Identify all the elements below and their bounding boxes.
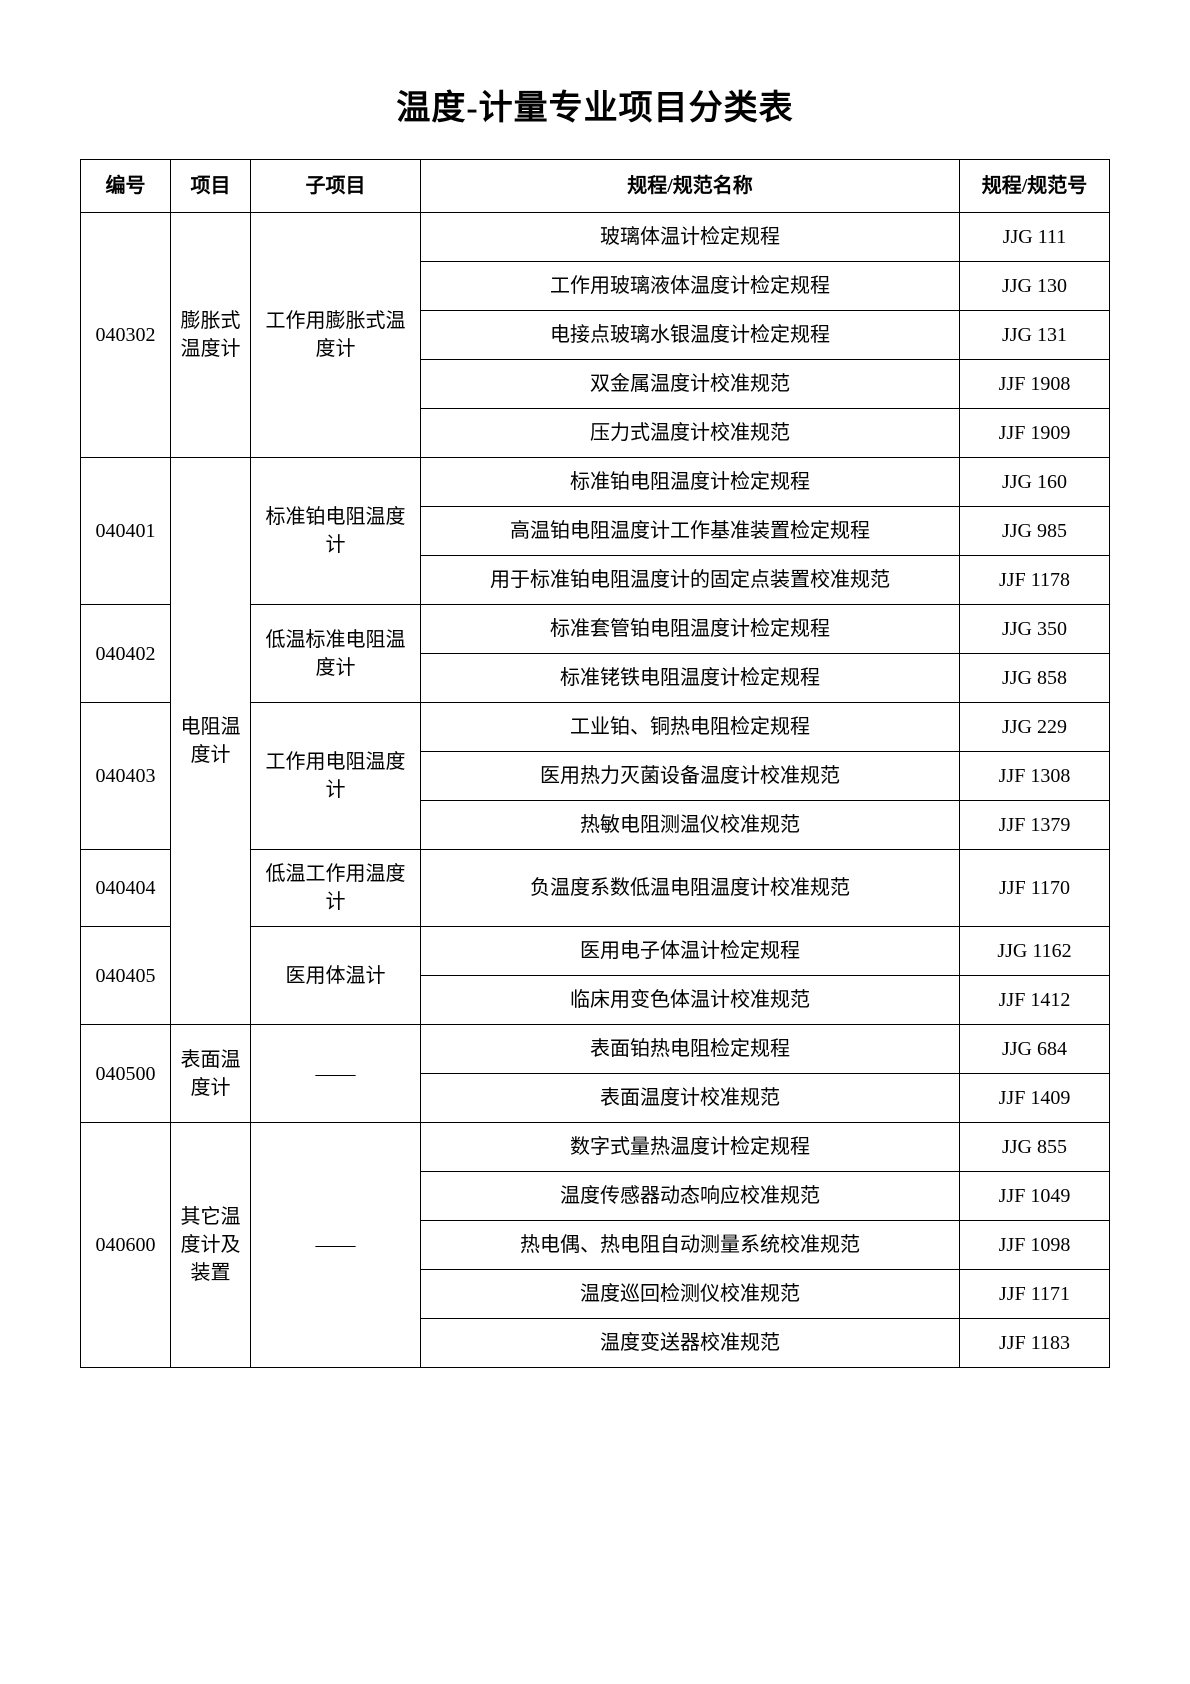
cell-num: JJF 1098 (960, 1221, 1110, 1270)
cell-num: JJF 1909 (960, 409, 1110, 458)
cell-code: 040403 (81, 703, 171, 850)
table-row: 040600 其它温度计及装置 —— 数字式量热温度计检定规程 JJG 855 (81, 1123, 1110, 1172)
cell-project: 其它温度计及装置 (171, 1123, 251, 1368)
cell-num: JJF 1178 (960, 556, 1110, 605)
cell-num: JJF 1183 (960, 1319, 1110, 1368)
cell-code: 040302 (81, 213, 171, 458)
cell-name: 工作用玻璃液体温度计检定规程 (421, 262, 960, 311)
cell-code: 040600 (81, 1123, 171, 1368)
cell-sub: —— (251, 1025, 421, 1123)
cell-num: JJG 985 (960, 507, 1110, 556)
cell-num: JJF 1412 (960, 976, 1110, 1025)
cell-name: 玻璃体温计检定规程 (421, 213, 960, 262)
cell-name: 双金属温度计校准规范 (421, 360, 960, 409)
cell-project: 表面温度计 (171, 1025, 251, 1123)
cell-code: 040405 (81, 927, 171, 1025)
cell-num: JJG 858 (960, 654, 1110, 703)
cell-name: 温度传感器动态响应校准规范 (421, 1172, 960, 1221)
cell-name: 工业铂、铜热电阻检定规程 (421, 703, 960, 752)
page-container: 温度-计量专业项目分类表 编号 项目 子项目 规程/规范名称 规程/规范号 04… (80, 80, 1110, 1368)
cell-num: JJG 111 (960, 213, 1110, 262)
table-row: 040302 膨胀式温度计 工作用膨胀式温度计 玻璃体温计检定规程 JJG 11… (81, 213, 1110, 262)
table-row: 040500 表面温度计 —— 表面铂热电阻检定规程 JJG 684 (81, 1025, 1110, 1074)
cell-sub: 低温工作用温度计 (251, 850, 421, 927)
cell-project: 电阻温度计 (171, 458, 251, 1025)
cell-num: JJF 1379 (960, 801, 1110, 850)
cell-name: 电接点玻璃水银温度计检定规程 (421, 311, 960, 360)
cell-name: 热电偶、热电阻自动测量系统校准规范 (421, 1221, 960, 1270)
cell-name: 负温度系数低温电阻温度计校准规范 (421, 850, 960, 927)
cell-name: 用于标准铂电阻温度计的固定点装置校准规范 (421, 556, 960, 605)
cell-code: 040401 (81, 458, 171, 605)
cell-num: JJF 1171 (960, 1270, 1110, 1319)
cell-sub: 工作用电阻温度计 (251, 703, 421, 850)
header-num: 规程/规范号 (960, 160, 1110, 213)
cell-project: 膨胀式温度计 (171, 213, 251, 458)
header-code: 编号 (81, 160, 171, 213)
cell-name: 医用电子体温计检定规程 (421, 927, 960, 976)
cell-name: 数字式量热温度计检定规程 (421, 1123, 960, 1172)
cell-sub: 医用体温计 (251, 927, 421, 1025)
cell-num: JJF 1409 (960, 1074, 1110, 1123)
classification-table: 编号 项目 子项目 规程/规范名称 规程/规范号 040302 膨胀式温度计 工… (80, 159, 1110, 1368)
cell-name: 临床用变色体温计校准规范 (421, 976, 960, 1025)
table-body: 040302 膨胀式温度计 工作用膨胀式温度计 玻璃体温计检定规程 JJG 11… (81, 213, 1110, 1368)
cell-name: 热敏电阻测温仪校准规范 (421, 801, 960, 850)
cell-name: 温度巡回检测仪校准规范 (421, 1270, 960, 1319)
cell-code: 040402 (81, 605, 171, 703)
cell-sub: —— (251, 1123, 421, 1368)
page-title: 温度-计量专业项目分类表 (80, 80, 1110, 129)
cell-name: 标准铂电阻温度计检定规程 (421, 458, 960, 507)
cell-name: 表面铂热电阻检定规程 (421, 1025, 960, 1074)
cell-name: 高温铂电阻温度计工作基准装置检定规程 (421, 507, 960, 556)
cell-name: 表面温度计校准规范 (421, 1074, 960, 1123)
cell-name: 标准铑铁电阻温度计检定规程 (421, 654, 960, 703)
cell-name: 温度变送器校准规范 (421, 1319, 960, 1368)
cell-name: 医用热力灭菌设备温度计校准规范 (421, 752, 960, 801)
cell-num: JJG 130 (960, 262, 1110, 311)
cell-num: JJG 855 (960, 1123, 1110, 1172)
cell-code: 040500 (81, 1025, 171, 1123)
cell-num: JJG 160 (960, 458, 1110, 507)
cell-num: JJF 1170 (960, 850, 1110, 927)
cell-code: 040404 (81, 850, 171, 927)
cell-sub: 低温标准电阻温度计 (251, 605, 421, 703)
cell-num: JJG 350 (960, 605, 1110, 654)
cell-num: JJG 684 (960, 1025, 1110, 1074)
table-row: 040401 电阻温度计 标准铂电阻温度计 标准铂电阻温度计检定规程 JJG 1… (81, 458, 1110, 507)
header-project: 项目 (171, 160, 251, 213)
cell-name: 压力式温度计校准规范 (421, 409, 960, 458)
cell-sub: 工作用膨胀式温度计 (251, 213, 421, 458)
cell-name: 标准套管铂电阻温度计检定规程 (421, 605, 960, 654)
header-name: 规程/规范名称 (421, 160, 960, 213)
cell-num: JJF 1908 (960, 360, 1110, 409)
cell-sub: 标准铂电阻温度计 (251, 458, 421, 605)
cell-num: JJF 1049 (960, 1172, 1110, 1221)
cell-num: JJG 131 (960, 311, 1110, 360)
cell-num: JJF 1308 (960, 752, 1110, 801)
cell-num: JJG 229 (960, 703, 1110, 752)
cell-num: JJG 1162 (960, 927, 1110, 976)
table-header-row: 编号 项目 子项目 规程/规范名称 规程/规范号 (81, 160, 1110, 213)
header-sub: 子项目 (251, 160, 421, 213)
